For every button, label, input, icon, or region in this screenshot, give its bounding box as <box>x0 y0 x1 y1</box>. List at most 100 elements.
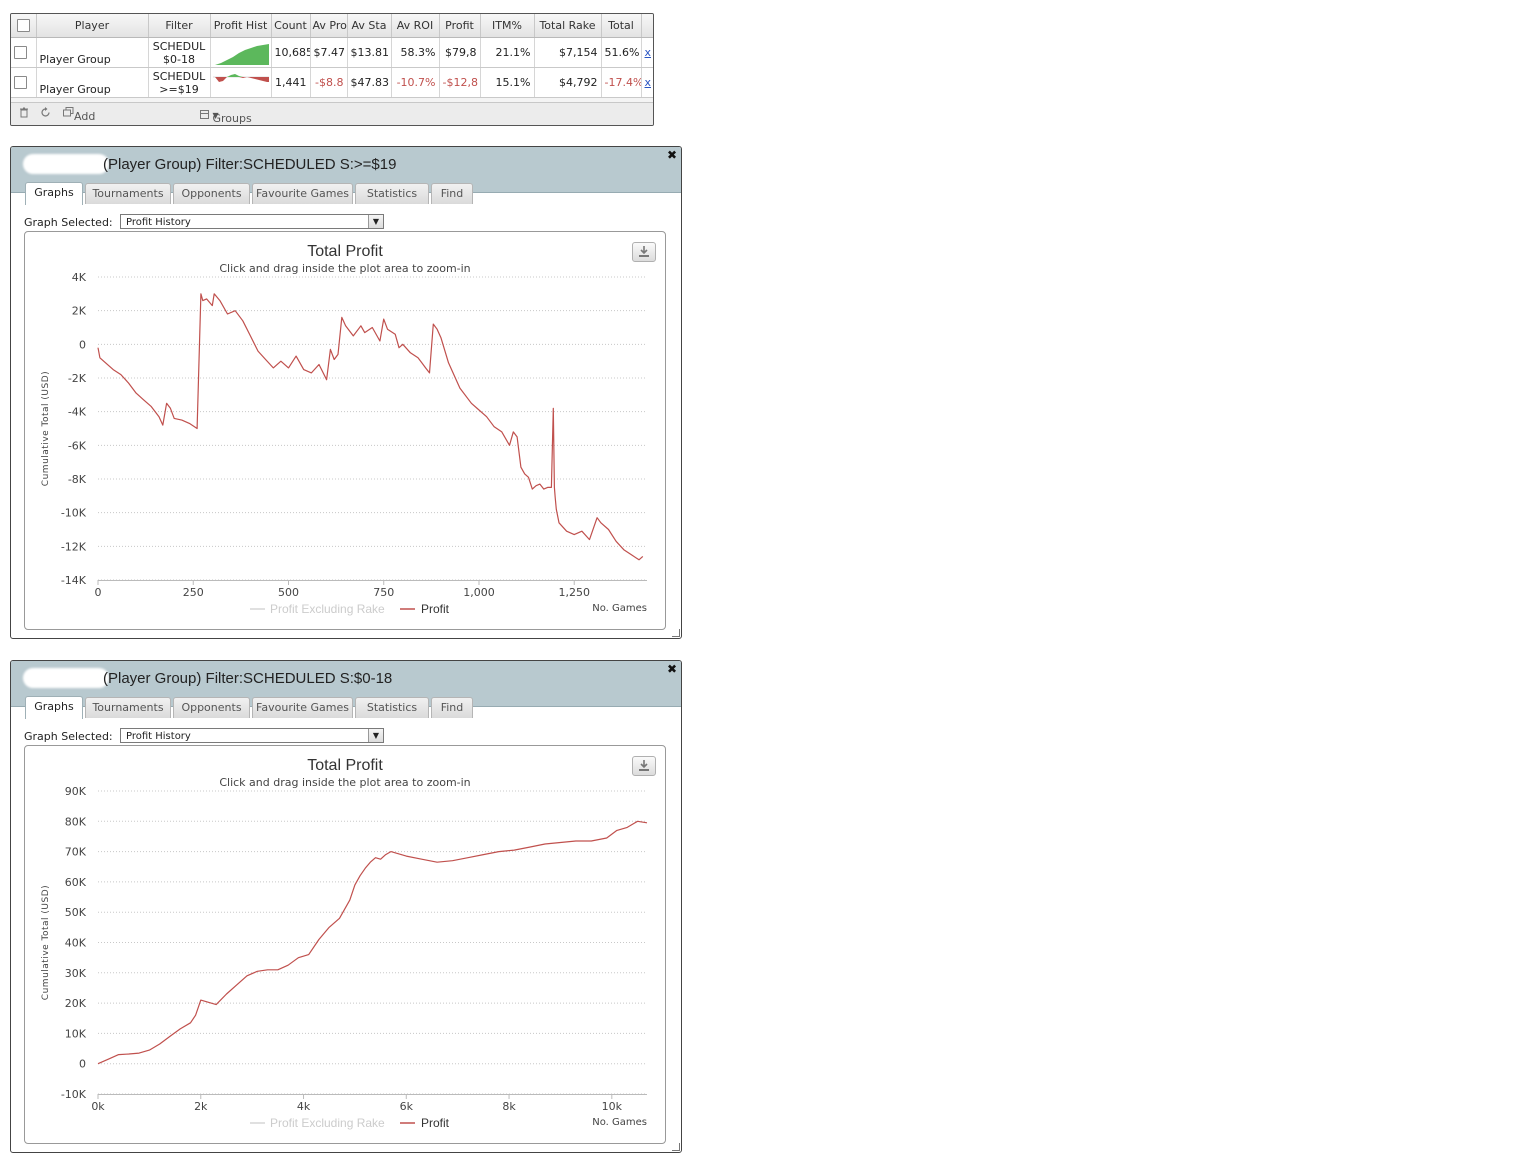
profit-cell: -$12,8 <box>439 67 481 98</box>
tab-statistics[interactable]: Statistics <box>355 697 429 718</box>
chart-subtitle: Click and drag inside the plot area to z… <box>219 262 470 275</box>
filter-stake: $0-18 <box>163 52 195 66</box>
column-header-av-roi[interactable]: Av ROI <box>391 14 440 38</box>
total-cell: -17.4% <box>601 67 642 98</box>
row-checkbox-cell[interactable] <box>11 37 37 68</box>
table-footer-toolbar: Add Other Statistics Groups ▼ <box>11 102 653 125</box>
tab-graphs[interactable]: Graphs <box>25 696 83 719</box>
resize-handle[interactable] <box>672 1143 680 1151</box>
count-cell: 10,685 <box>271 37 311 68</box>
groups-label: Groups <box>212 112 252 125</box>
chevron-down-icon: ▼ <box>212 111 219 120</box>
chart-container[interactable]: Total Profit Click and drag inside the pl… <box>24 231 666 630</box>
table-row[interactable]: Player Group SCHEDUL >=$19 1,441 -$8.8 $4… <box>11 67 653 98</box>
legend-item-profit: Profit <box>421 602 450 616</box>
column-header-player[interactable]: Player <box>36 14 149 38</box>
x-tick-label: 2k <box>194 1100 208 1113</box>
itm-cell: 15.1% <box>480 67 535 98</box>
column-header-count[interactable]: Count <box>271 14 311 38</box>
window-title: (Player Group) Filter:SCHEDULED S:>=$19 <box>103 156 397 173</box>
profit-chart[interactable]: Total Profit Click and drag inside the pl… <box>25 232 665 629</box>
statistics-table-panel: Player Filter Profit Hist Count Av Pro A… <box>10 13 654 126</box>
y-tick-label: -12K <box>61 540 87 553</box>
column-header-av-profit[interactable]: Av Pro <box>310 14 348 38</box>
column-header-itm[interactable]: ITM% <box>480 14 535 38</box>
tab-find[interactable]: Find <box>431 183 473 204</box>
y-tick-label: 0 <box>79 1058 86 1071</box>
select-all-checkbox[interactable] <box>16 19 30 33</box>
chevron-down-icon[interactable]: ▼ <box>368 729 383 742</box>
trash-icon[interactable] <box>19 107 29 121</box>
profit-sparkline-down <box>212 73 269 82</box>
series-line-profit <box>97 293 644 561</box>
tab-opponents[interactable]: Opponents <box>173 183 250 204</box>
tab-tournaments[interactable]: Tournaments <box>85 697 171 718</box>
tab-find[interactable]: Find <box>431 697 473 718</box>
row-checkbox[interactable] <box>14 76 27 90</box>
y-tick-label: -14K <box>61 574 87 587</box>
legend-item-profit-excluding-rake: Profit Excluding Rake <box>270 1116 385 1130</box>
select-all-checkbox-cell[interactable] <box>11 14 37 38</box>
column-header-profit[interactable]: Profit <box>439 14 481 38</box>
y-tick-label: -6K <box>68 439 87 452</box>
y-tick-label: 0 <box>79 338 86 351</box>
profit-chart[interactable]: Total Profit Click and drag inside the pl… <box>25 746 665 1143</box>
tab-favourite-games[interactable]: Favourite Games <box>252 183 353 204</box>
chart-title: Total Profit <box>307 243 383 260</box>
chevron-down-icon[interactable]: ▼ <box>368 215 383 228</box>
tab-opponents[interactable]: Opponents <box>173 697 250 718</box>
download-icon[interactable] <box>632 756 656 776</box>
column-header-total-rake[interactable]: Total Rake <box>534 14 602 38</box>
y-tick-label: -10K <box>61 507 87 520</box>
tab-tournaments[interactable]: Tournaments <box>85 183 171 204</box>
add-statistics-button[interactable]: Add Other Statistics <box>63 106 105 125</box>
column-header-av-stake[interactable]: Av Sta <box>347 14 392 38</box>
x-tick-label: 1,000 <box>463 586 495 599</box>
graph-type-select[interactable]: Profit History ▼ <box>120 214 384 229</box>
column-header-total[interactable]: Total <box>601 14 642 38</box>
resize-handle[interactable] <box>672 629 680 637</box>
y-tick-label: -4K <box>68 406 87 419</box>
table-row[interactable]: Player Group SCHEDUL $0-18 10,685 $7.47 $… <box>11 37 653 68</box>
graph-type-select[interactable]: Profit History ▼ <box>120 728 384 743</box>
column-header-delete <box>641 14 653 38</box>
profit-hist-cell <box>210 37 272 68</box>
filter-cell: SCHEDUL >=$19 <box>148 67 211 98</box>
window-header[interactable]: (Player Group) Filter:SCHEDULED S:$0-18 … <box>11 661 681 719</box>
chart-container[interactable]: Total Profit Click and drag inside the pl… <box>24 745 666 1144</box>
window-header[interactable]: (Player Group) Filter:SCHEDULED S:>=$19 … <box>11 147 681 205</box>
x-axis-label: No. Games <box>592 603 647 614</box>
row-checkbox-cell[interactable] <box>11 67 37 98</box>
total-rake-cell: $4,792 <box>534 67 602 98</box>
refresh-icon[interactable] <box>40 107 51 121</box>
y-tick-label: -10K <box>61 1088 87 1101</box>
itm-cell: 21.1% <box>480 37 535 68</box>
av-roi-cell: 58.3% <box>391 37 440 68</box>
column-header-filter[interactable]: Filter <box>148 14 211 38</box>
tab-graphs[interactable]: Graphs <box>25 182 83 205</box>
filter-cell: SCHEDUL $0-18 <box>148 37 211 68</box>
graph-type-value: Profit History <box>126 731 191 742</box>
tab-statistics[interactable]: Statistics <box>355 183 429 204</box>
filter-line: SCHEDUL <box>152 69 206 83</box>
delete-row-link[interactable]: x <box>644 76 652 89</box>
column-header-profit-hist[interactable]: Profit Hist <box>210 14 272 38</box>
groups-dropdown[interactable]: Groups ▼ <box>200 108 252 125</box>
delete-row-link[interactable]: x <box>644 46 652 59</box>
x-tick-label: 0k <box>91 1100 105 1113</box>
y-tick-label: -8K <box>68 473 87 486</box>
y-axis-label: Cumulative Total (USD) <box>41 371 51 486</box>
row-checkbox[interactable] <box>14 46 27 60</box>
close-icon[interactable]: ✖ <box>666 148 677 162</box>
delete-cell[interactable]: x <box>641 37 653 68</box>
total-rake-cell: $7,154 <box>534 37 602 68</box>
tab-favourite-games[interactable]: Favourite Games <box>252 697 353 718</box>
download-icon[interactable] <box>632 242 656 262</box>
av-profit-cell: -$8.8 <box>310 67 348 98</box>
y-tick-label: 90K <box>65 785 87 798</box>
series-line-profit <box>97 820 648 1065</box>
legend-item-profit-excluding-rake: Profit Excluding Rake <box>270 602 385 616</box>
groups-icon <box>200 110 209 119</box>
delete-cell[interactable]: x <box>641 67 653 98</box>
close-icon[interactable]: ✖ <box>666 662 677 676</box>
